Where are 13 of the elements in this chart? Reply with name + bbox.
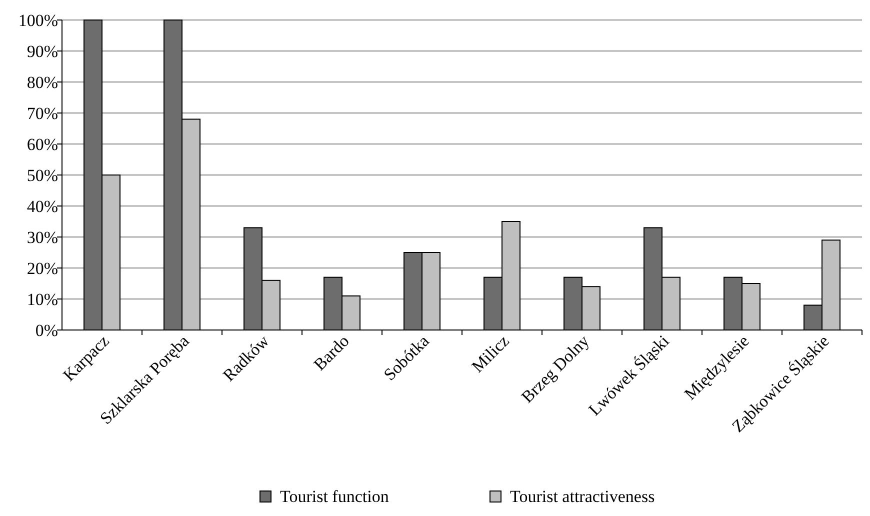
y-tick-label: 100%	[18, 10, 58, 30]
y-tick-label: 30%	[26, 228, 58, 247]
y-tick-label: 60%	[26, 134, 58, 154]
legend-label: Tourist attractiveness	[510, 487, 655, 506]
y-tick-label: 0%	[35, 320, 58, 340]
y-tick-label: 50%	[26, 166, 58, 185]
y-tick-label: 40%	[26, 196, 58, 216]
legend-label: Tourist function	[280, 487, 390, 506]
y-tick-label: 20%	[26, 258, 58, 278]
y-tick-label: 10%	[26, 290, 58, 309]
y-tick-label: 90%	[26, 42, 58, 61]
y-tick-label: 80%	[26, 72, 58, 92]
y-tick-label: 70%	[26, 104, 58, 123]
